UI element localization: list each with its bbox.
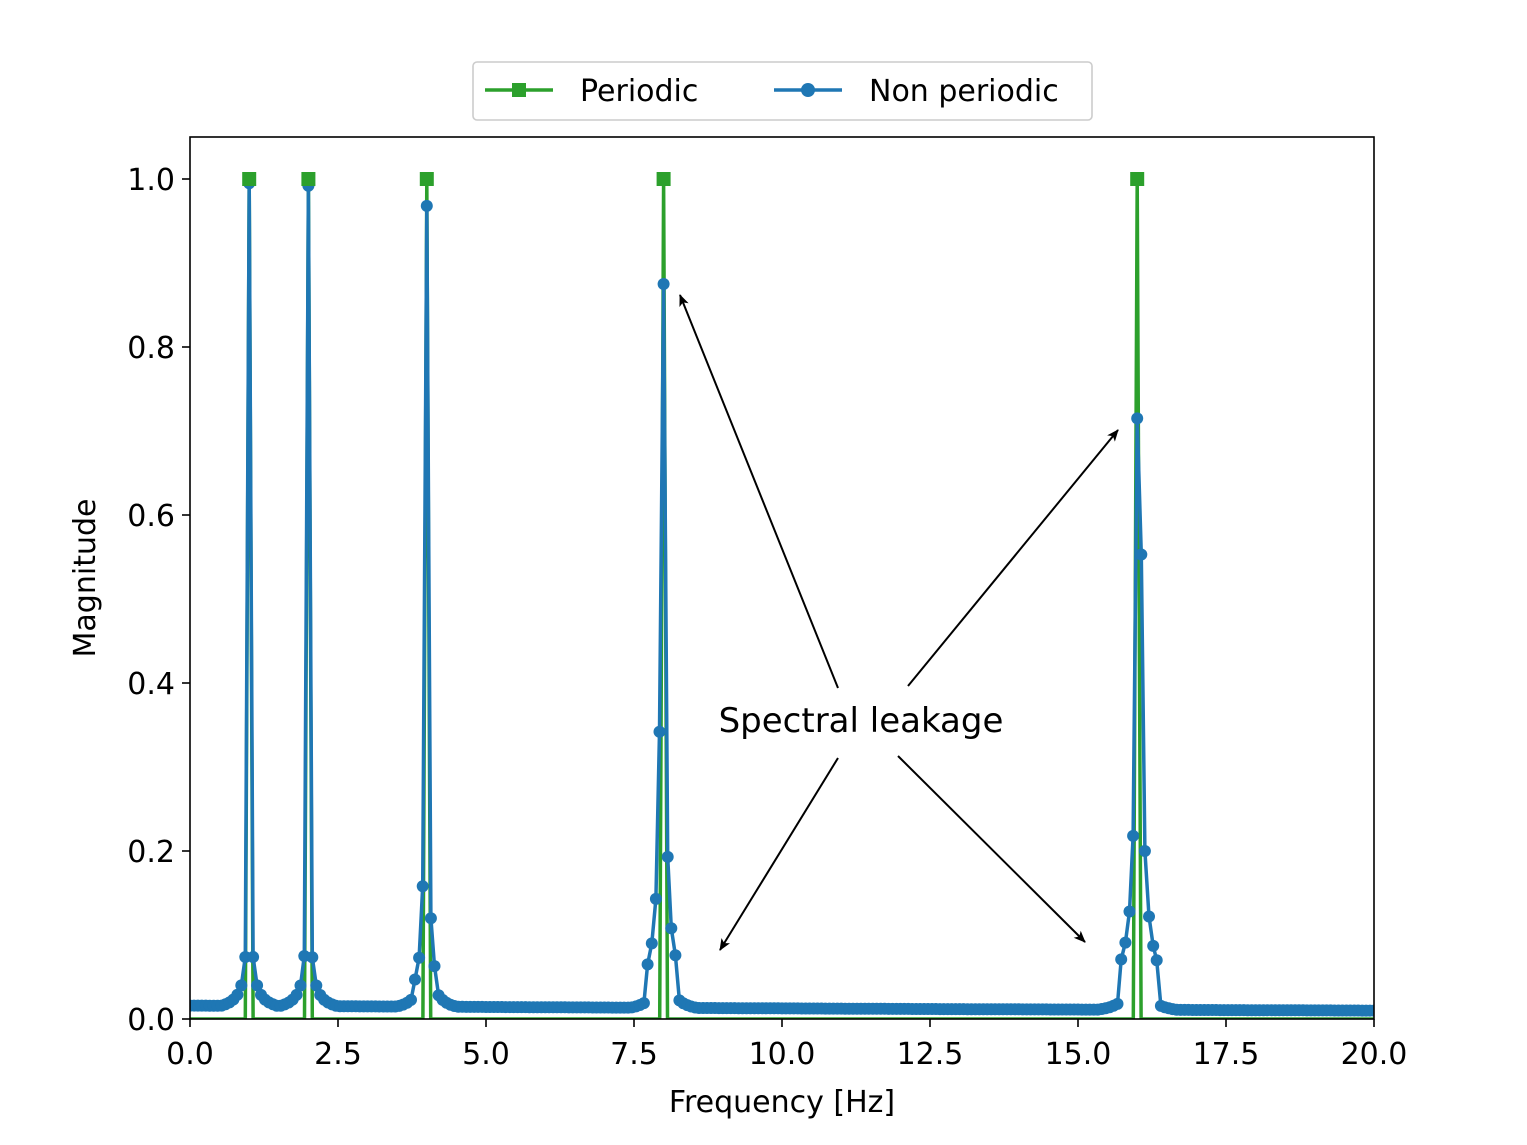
nonperiodic-point xyxy=(424,912,437,925)
nonperiodic-point xyxy=(1143,910,1155,923)
nonperiodic-point xyxy=(413,951,426,964)
y-ticks: 0.0 0.2 0.4 0.6 0.8 1.0 xyxy=(127,163,190,1038)
x-tick-label: 15.0 xyxy=(1045,1037,1112,1072)
nonperiodic-point xyxy=(1127,829,1140,842)
x-tick-label: 7.5 xyxy=(610,1037,658,1072)
periodic-peak-marker xyxy=(301,172,316,186)
nonperiodic-point xyxy=(637,997,650,1010)
arrow-to-16hz-peak xyxy=(907,429,1119,687)
nonperiodic-point xyxy=(416,880,429,893)
legend-nonperiodic-label: Non periodic xyxy=(869,74,1059,109)
nonperiodic-point xyxy=(645,937,658,950)
legend: Periodic Non periodic xyxy=(472,61,1093,121)
x-tick-label: 12.5 xyxy=(897,1037,964,1072)
nonperiodic-point xyxy=(251,979,264,992)
axes-frame xyxy=(189,136,1375,1020)
nonperiodic-point xyxy=(1150,954,1163,967)
marker-layer xyxy=(242,172,1145,186)
nonperiodic-point xyxy=(1368,1004,1374,1017)
nonperiodic-point xyxy=(405,993,417,1006)
periodic-peak-marker xyxy=(419,172,434,186)
y-tick-label: 0.4 xyxy=(127,667,175,702)
nonperiodic-point xyxy=(1135,548,1148,561)
nonperiodic-point xyxy=(294,979,307,992)
series-nonperiodic-line xyxy=(190,183,1374,1013)
legend-periodic-marker xyxy=(512,83,526,97)
legend-nonperiodic-marker xyxy=(801,83,815,97)
x-tick-label: 20.0 xyxy=(1341,1037,1408,1072)
x-axis-label: Frequency [Hz] xyxy=(669,1085,895,1120)
nonperiodic-point xyxy=(649,892,662,905)
y-tick-label: 0.2 xyxy=(127,835,175,870)
nonperiodic-point xyxy=(235,979,248,992)
legend-periodic-label: Periodic xyxy=(580,74,698,109)
x-ticks: 0.0 2.5 5.0 7.5 10.0 12.5 15.0 17.5 20.0 xyxy=(166,1019,1407,1072)
x-tick-label: 0.0 xyxy=(166,1037,214,1072)
nonperiodic-point xyxy=(1147,939,1160,952)
periodic-peak-marker xyxy=(242,172,257,186)
series-periodic-line xyxy=(190,178,1374,1019)
arrow-to-8hz-leakage xyxy=(719,757,839,951)
nonperiodic-point xyxy=(428,960,441,973)
arrow-to-16hz-leakage xyxy=(897,755,1086,943)
nonperiodic-point xyxy=(1138,845,1151,857)
nonperiodic-point xyxy=(653,725,666,738)
nonperiodic-point xyxy=(1131,412,1144,425)
nonperiodic-point xyxy=(1119,936,1132,949)
nonperiodic-point xyxy=(1111,997,1124,1010)
arrow-to-8hz-peak xyxy=(679,294,839,689)
x-tick-label: 10.0 xyxy=(749,1037,816,1072)
nonperiodic-point xyxy=(420,199,433,212)
nonperiodic-point xyxy=(1123,905,1136,918)
nonperiodic-point xyxy=(665,922,678,935)
series-layer xyxy=(190,177,1374,1019)
annotation-text: Spectral leakage xyxy=(719,701,1004,741)
nonperiodic-point xyxy=(409,973,421,986)
nonperiodic-point xyxy=(306,951,319,964)
nonperiodic-point xyxy=(657,278,670,290)
y-tick-label: 0.8 xyxy=(127,331,175,366)
nonperiodic-point xyxy=(669,949,682,962)
nonperiodic-point xyxy=(290,988,303,1001)
y-tick-label: 0.6 xyxy=(127,499,175,534)
periodic-peak-marker xyxy=(1130,172,1145,186)
x-tick-label: 2.5 xyxy=(314,1037,362,1072)
annotation-spectral-leakage: Spectral leakage xyxy=(679,294,1119,951)
nonperiodic-point xyxy=(661,850,674,863)
x-tick-label: 5.0 xyxy=(462,1037,510,1072)
nonperiodic-point xyxy=(247,951,260,963)
nonperiodic-point xyxy=(1115,953,1128,966)
y-tick-label: 1.0 xyxy=(127,163,175,198)
nonperiodic-point xyxy=(231,988,244,1001)
y-tick-label: 0.0 xyxy=(127,1003,175,1038)
nonperiodic-point xyxy=(310,979,323,992)
periodic-peak-marker xyxy=(656,172,671,186)
nonperiodic-point xyxy=(641,958,654,971)
x-tick-label: 17.5 xyxy=(1193,1037,1260,1072)
y-axis-label: Magnitude xyxy=(68,499,103,658)
